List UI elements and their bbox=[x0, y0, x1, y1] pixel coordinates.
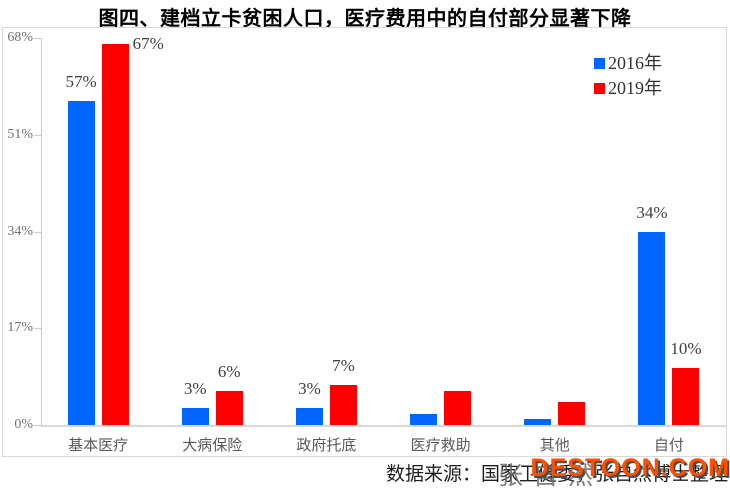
bar-2019年-大病保险 bbox=[215, 390, 243, 425]
x-category-label-自付: 自付 bbox=[653, 438, 684, 454]
x-category-label-大病保险: 大病保险 bbox=[182, 438, 243, 454]
bar-value-label-2019年-基本医疗: 67% bbox=[132, 33, 164, 53]
chart-title: 图四、建档立卡贫困人口，医疗费用中的自付部分显著下降 bbox=[98, 8, 632, 30]
y-tick-mark bbox=[34, 328, 42, 330]
x-category-label-基本医疗: 基本医疗 bbox=[68, 438, 129, 454]
x-category-label-其他: 其他 bbox=[539, 438, 570, 454]
legend-label-2019: 2019年 bbox=[608, 78, 662, 98]
y-tick-label: 0% bbox=[14, 417, 33, 432]
legend: 2016年 2019年 bbox=[594, 51, 662, 101]
legend-label-2016: 2016年 bbox=[608, 53, 662, 73]
x-category-label-医疗救助: 医疗救助 bbox=[410, 438, 471, 454]
bar-2016年-基本医疗 bbox=[67, 100, 95, 425]
bar-value-label-2016年-基本医疗: 57% bbox=[65, 71, 97, 91]
legend-swatch-2016 bbox=[594, 58, 605, 69]
x-category-label-政府托底: 政府托底 bbox=[296, 438, 357, 454]
bar-2019年-政府托底 bbox=[329, 385, 357, 425]
y-tick-label: 34% bbox=[7, 223, 33, 239]
bar-2019年-医疗救助 bbox=[444, 390, 472, 425]
bar-value-label-2019年-大病保险: 6% bbox=[217, 361, 241, 381]
bar-value-label-2016年-大病保险: 3% bbox=[183, 378, 207, 398]
bar-2016年-医疗救助 bbox=[410, 413, 438, 425]
bar-value-label-2016年-政府托底: 3% bbox=[298, 378, 321, 398]
bar-2019年-自付 bbox=[672, 368, 700, 425]
bar-value-label-2016年-自付: 34% bbox=[636, 202, 668, 222]
legend-swatch-2019 bbox=[594, 83, 605, 94]
y-tick-label: 51% bbox=[7, 126, 33, 142]
bar-2019年-其他 bbox=[558, 402, 586, 425]
y-tick-mark bbox=[34, 134, 42, 136]
bar-2016年-政府托底 bbox=[295, 407, 323, 425]
bar-2019年-基本医疗 bbox=[101, 43, 129, 425]
legend-item-2016: 2016年 bbox=[594, 51, 662, 76]
watermark-brand: DESTOON.COM bbox=[530, 454, 730, 482]
y-tick-mark bbox=[34, 38, 42, 39]
legend-item-2019: 2019年 bbox=[594, 76, 662, 101]
chart-frame: 68% 51% 34% 17% 0% 57% 67% 基本医疗 3% 6% 大病保险 3% 7% 政府托底… bbox=[2, 27, 727, 488]
x-axis-line bbox=[41, 425, 726, 427]
y-tick-mark bbox=[34, 425, 42, 426]
bar-2016年-其他 bbox=[524, 419, 552, 425]
y-tick-label: 68% bbox=[7, 30, 33, 45]
bar-value-label-2019年-政府托底: 7% bbox=[332, 356, 355, 376]
bar-2016年-大病保险 bbox=[181, 407, 209, 425]
watermark-author: 张自然 bbox=[498, 463, 604, 488]
plot-area: 68% 51% 34% 17% 0% 57% 67% 基本医疗 3% 6% 大病保险 3% 7% 政府托底… bbox=[3, 28, 726, 456]
source-text: 数据来源：国家卫健委，张自然博士整理 bbox=[385, 464, 728, 485]
y-tick-mark bbox=[34, 231, 42, 233]
y-tick-label: 17% bbox=[7, 320, 33, 336]
bar-2016年-自付 bbox=[638, 231, 666, 425]
bar-value-label-2019年-自付: 10% bbox=[670, 339, 702, 359]
